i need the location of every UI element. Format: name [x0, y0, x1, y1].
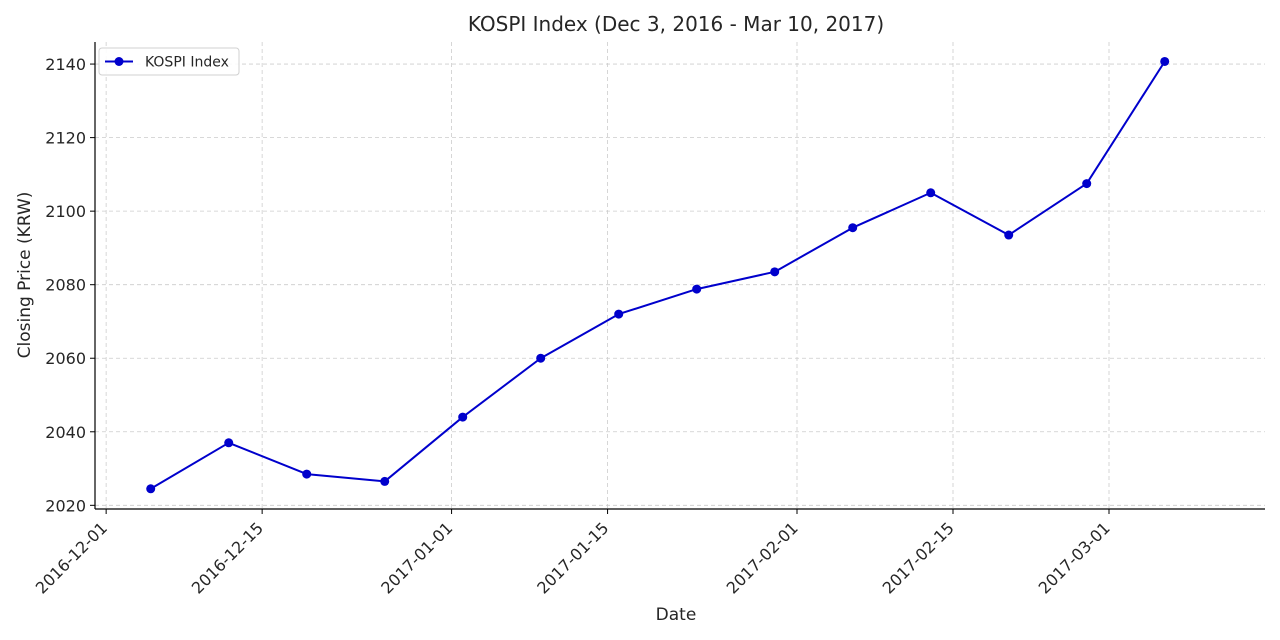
x-tick-label: 2017-01-01 [377, 518, 456, 597]
y-tick-label: 2080 [45, 276, 86, 295]
y-axis-label: Closing Price (KRW) [15, 192, 35, 359]
data-point [692, 284, 702, 294]
grid [95, 42, 1265, 509]
series [146, 56, 1170, 494]
y-tick-label: 2040 [45, 423, 86, 442]
data-point [146, 484, 156, 494]
data-point [614, 309, 624, 319]
x-axis-label: Date [656, 605, 697, 625]
legend-box [98, 47, 240, 76]
axes [94, 42, 1265, 510]
y-tick-label: 2060 [45, 349, 86, 368]
series-line [150, 60, 1166, 490]
y-tick-label: 2020 [45, 496, 86, 515]
legend: KOSPI Index [98, 47, 240, 76]
y-tick-label: 2120 [45, 129, 86, 148]
data-point [1082, 179, 1092, 189]
data-point [224, 438, 234, 448]
y-tick-label: 2100 [45, 202, 86, 221]
data-point [1160, 56, 1170, 66]
x-tick-label: 2017-02-15 [879, 518, 958, 597]
x-tick-label: 2017-02-01 [723, 518, 802, 597]
data-point [380, 476, 390, 486]
x-tick-label: 2016-12-15 [188, 518, 267, 597]
legend-marker [114, 57, 124, 66]
chart-title: KOSPI Index (Dec 3, 2016 - Mar 10, 2017) [468, 12, 884, 36]
ticks: 2020 2040 2060 2080 2100 2120 2140 2016-12-01 20… [32, 55, 1114, 598]
x-tick-label: 2017-01-15 [533, 518, 612, 597]
data-point [926, 188, 936, 198]
data-point [536, 353, 546, 363]
data-point [770, 267, 780, 277]
data-point [848, 223, 858, 233]
x-tick-label: 2016-12-01 [32, 518, 111, 597]
data-point [458, 412, 468, 422]
x-tick-label: 2017-03-01 [1035, 518, 1114, 597]
data-point [302, 469, 312, 479]
y-tick-label: 2140 [45, 55, 86, 74]
legend-label: KOSPI Index [145, 55, 229, 71]
data-point [1004, 230, 1014, 240]
